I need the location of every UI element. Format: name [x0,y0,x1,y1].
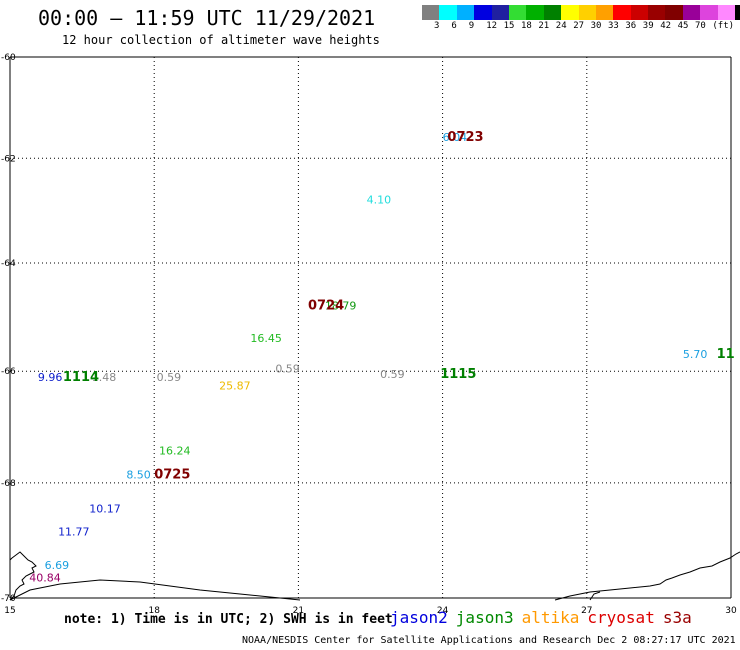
wave-height-label: 40.84 [29,572,61,585]
satellite-cryosat: cryosat [587,608,655,627]
legend-label: 21 [538,21,550,31]
latitude-tick-label: -68 [1,479,16,489]
map-title: 00:00 — 11:59 UTC 11/29/2021 [38,6,376,30]
legend-swatch [665,5,683,20]
legend-swatch [422,5,440,20]
legend-label: (ft) [712,21,735,31]
wave-height-label: 11.77 [58,525,90,538]
coastline [9,551,740,601]
longitude-tick-label: 18 [148,606,160,616]
legend-swatch [491,5,509,20]
legend-label: 24 [555,21,567,31]
lat-lon-grid: 15 18 21 24 27 30 -60 -62 -64 -66 -68 -70 [1,53,737,616]
latitude-tick-label: -64 [1,259,16,269]
wave-height-label: 16.24 [159,445,191,458]
legend-swatch [648,5,666,20]
legend-swatch [613,5,631,20]
wave-height-label: 18.79 [325,300,357,313]
legend-swatch [456,5,475,20]
latitude-tick-label: -62 [1,154,16,164]
pass-time-label: 0724 [308,299,344,314]
legend-swatch [508,5,527,20]
wave-height-label: 1.48 [92,371,117,384]
antarctic-coastline-east [554,551,740,601]
longitude-tick-label: 15 [4,606,15,616]
legend-label: 27 [573,21,585,31]
legend-swatch [700,5,718,20]
antarctic-coastline-shelf [9,579,301,601]
wave-height-label: 16.45 [250,332,281,345]
legend-label: 18 [521,21,532,31]
wave-height-label: 0.59 [380,368,405,381]
legend-swatch [439,5,457,20]
longitude-tick-label: 27 [581,606,592,616]
legend-swatch [543,5,562,20]
satellite-s3a: s3a [662,608,692,627]
legend-swatch [578,5,596,20]
latitude-tick-label: -66 [1,367,16,377]
satellite-jason2: jason2 [390,608,448,627]
legend-label: 45 [677,21,689,31]
latitude-tick-label: -60 [1,53,16,63]
satellite-altika: altika [521,608,580,627]
pass-time-label: 0725 [154,467,190,482]
legend-label: 39 [642,21,654,31]
wave-height-label: 0.59 [275,362,300,375]
legend-swatch [682,5,701,20]
legend-swatch [595,5,614,20]
wave-height-label: 25.87 [219,379,251,392]
legend-swatch [474,5,492,20]
pass-time-label: 11 [717,347,735,362]
map-subtitle: 12 hour collection of altimeter wave hei… [62,33,380,47]
color-scale-labels: 3 6 9 12 15 18 21 24 27 30 33 36 39 42 45 70 (ft) [422,21,740,33]
units-note: note: 1) Time is in UTC; 2) SWH is in fe… [64,612,393,627]
legend-label: 15 [503,21,515,31]
pass-time-label: 1115 [440,367,476,382]
legend-label: 33 [608,21,619,31]
legend-swatch [526,5,544,20]
credit-footer: NOAA/NESDIS Center for Satellite Applica… [242,635,736,646]
pass-time-label: 1114 [63,370,99,385]
wave-height-label: 8.50 [126,468,151,481]
legend-label: 3 [434,21,440,31]
latitude-tick-label: -70 [1,594,16,604]
legend-label: 42 [660,21,672,31]
legend-label: 30 [590,21,602,31]
satellite-jason3: jason3 [455,608,514,627]
legend-label: 12 [486,21,498,31]
wave-height-label: 10.17 [89,502,121,515]
wave-height-label: 6.69 [45,559,70,572]
legend-label: 9 [468,21,475,31]
legend-label: 70 [695,21,706,31]
longitude-tick-label: 24 [437,606,449,616]
wave-height-label: 9.96 [38,371,63,384]
wave-height-label: 5.70 [683,348,708,361]
legend-swatch [735,5,740,20]
legend-swatch [717,5,736,20]
longitude-tick-label: 30 [725,606,737,616]
legend-swatch [630,5,649,20]
legend-label: 36 [625,21,637,31]
color-scale-legend [422,5,740,20]
wave-height-label: 4.10 [367,193,392,206]
wave-height-label: 0.59 [157,371,182,384]
legend-label: 6 [451,21,457,31]
wave-height-label: 6.04 [443,131,468,144]
antarctic-coastline-west [9,551,37,601]
ice-shelf-inlet [589,591,601,601]
pass-time-label: 0723 [447,130,483,145]
longitude-tick-label: 21 [293,606,304,616]
satellite-legend: jason2 jason3 altika cryosat s3a [390,608,700,627]
legend-swatch [561,5,579,20]
